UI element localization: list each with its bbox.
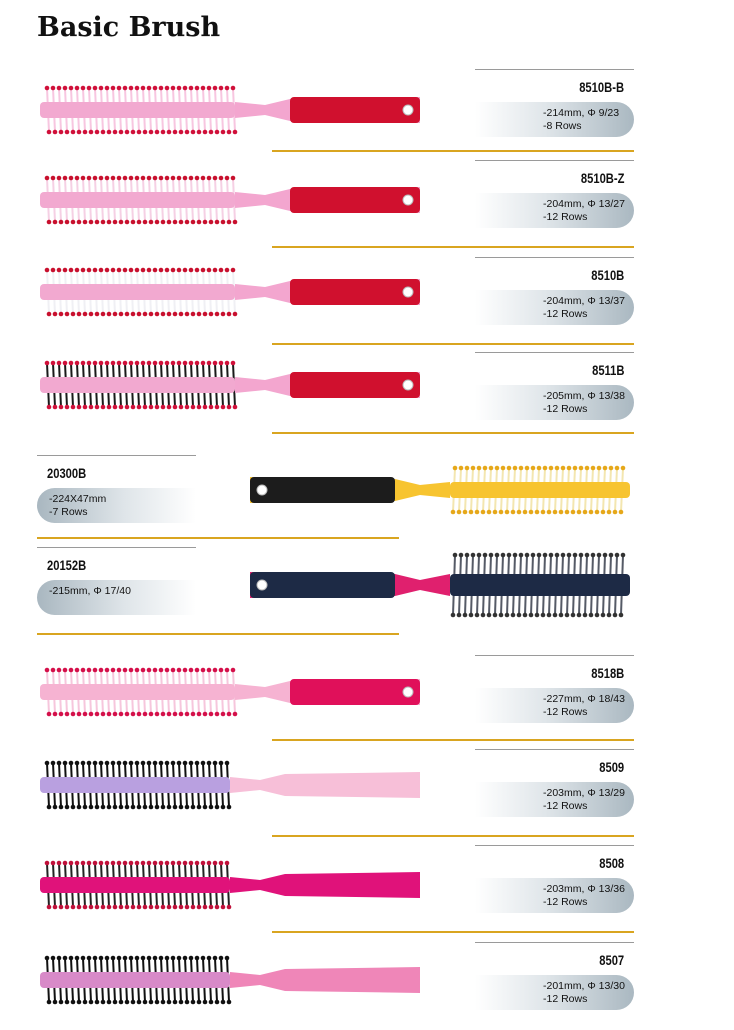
spec-box: -203mm, Φ 13/29 -12 Rows bbox=[475, 782, 634, 817]
spec-line: -8 Rows bbox=[543, 120, 582, 132]
spec-line: -7 Rows bbox=[49, 506, 88, 518]
gold-divider bbox=[37, 633, 399, 635]
spec-box: -204mm, Φ 13/37 -12 Rows bbox=[475, 290, 634, 325]
divider bbox=[475, 749, 634, 750]
model-number: 8508 bbox=[599, 855, 624, 871]
page-title: Basic Brush bbox=[37, 12, 221, 43]
brush-image bbox=[40, 85, 420, 135]
spec-line: -201mm, Φ 13/30 bbox=[543, 980, 625, 992]
spec-line: -12 Rows bbox=[543, 403, 588, 415]
brush-image bbox=[40, 360, 420, 410]
spec-box: -205mm, Φ 13/38 -12 Rows bbox=[475, 385, 634, 420]
spec-line: -203mm, Φ 13/36 bbox=[543, 883, 625, 895]
divider bbox=[475, 352, 634, 353]
model-number: 8510B-Z bbox=[580, 170, 624, 186]
brush-image bbox=[40, 267, 420, 317]
gold-divider bbox=[37, 537, 399, 539]
spec-line: -12 Rows bbox=[543, 706, 588, 718]
model-number: 20300B bbox=[47, 465, 87, 481]
model-number: 8510B-B bbox=[579, 79, 624, 95]
spec-line: -214mm, Φ 9/23 bbox=[543, 107, 620, 119]
spec-line: -205mm, Φ 13/38 bbox=[543, 390, 625, 402]
spec-line: -204mm, Φ 13/27 bbox=[543, 198, 625, 210]
spec-line: -204mm, Φ 13/37 bbox=[543, 295, 625, 307]
gold-divider bbox=[272, 739, 634, 741]
spec-box: -227mm, Φ 18/43 -12 Rows bbox=[475, 688, 634, 723]
spec-box: -203mm, Φ 13/36 -12 Rows bbox=[475, 878, 634, 913]
spec-line: -224X47mm bbox=[49, 493, 107, 505]
spec-box: -215mm, Φ 17/40 bbox=[37, 580, 196, 615]
spec-box: -204mm, Φ 13/27 -12 Rows bbox=[475, 193, 634, 228]
spec-box: -201mm, Φ 13/30 -12 Rows bbox=[475, 975, 634, 1010]
spec-line: -12 Rows bbox=[543, 896, 588, 908]
divider bbox=[37, 455, 196, 456]
divider bbox=[475, 257, 634, 258]
gold-divider bbox=[272, 835, 634, 837]
spec-line: -215mm, Φ 17/40 bbox=[49, 585, 131, 597]
divider bbox=[475, 69, 634, 70]
model-number: 8510B bbox=[590, 267, 624, 283]
spec-line: -12 Rows bbox=[543, 993, 588, 1005]
divider bbox=[475, 160, 634, 161]
brush-image bbox=[40, 955, 420, 1005]
spec-line: -227mm, Φ 18/43 bbox=[543, 693, 625, 705]
spec-box: -224X47mm -7 Rows bbox=[37, 488, 196, 523]
spec-line: -12 Rows bbox=[543, 211, 588, 223]
gold-divider bbox=[272, 150, 634, 152]
gold-divider bbox=[272, 246, 634, 248]
brush-image bbox=[250, 465, 630, 515]
model-number: 20152B bbox=[47, 557, 87, 573]
brush-image bbox=[40, 667, 420, 717]
model-number: 8518B bbox=[590, 665, 624, 681]
divider bbox=[37, 547, 196, 548]
spec-box: -214mm, Φ 9/23 -8 Rows bbox=[475, 102, 634, 137]
model-number: 8511B bbox=[591, 362, 624, 378]
brush-image bbox=[250, 552, 630, 618]
gold-divider bbox=[272, 931, 634, 933]
brush-image bbox=[40, 860, 420, 910]
spec-line: -203mm, Φ 13/29 bbox=[543, 787, 625, 799]
brush-image bbox=[40, 175, 420, 225]
model-number: 8509 bbox=[599, 759, 624, 775]
divider bbox=[475, 845, 634, 846]
divider bbox=[475, 942, 634, 943]
spec-line: -12 Rows bbox=[543, 308, 588, 320]
brush-image bbox=[40, 760, 420, 810]
model-number: 8507 bbox=[599, 952, 624, 968]
spec-line: -12 Rows bbox=[543, 800, 588, 812]
gold-divider bbox=[272, 343, 634, 345]
gold-divider bbox=[272, 432, 634, 434]
divider bbox=[475, 655, 634, 656]
